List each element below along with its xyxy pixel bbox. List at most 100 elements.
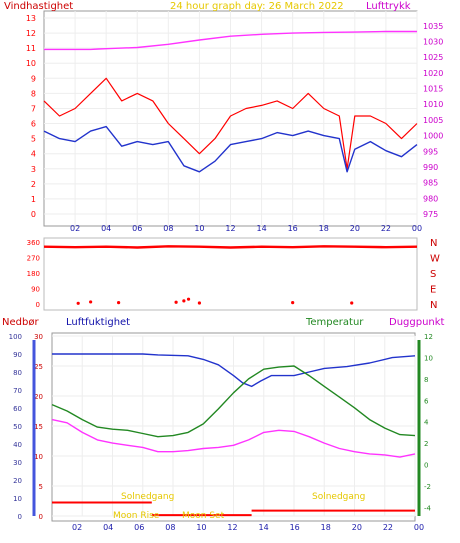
temperature-axis-tick: 8 <box>424 376 428 384</box>
chart-title: 24 hour graph day: 26 March 2022 <box>170 1 344 12</box>
humidity-line <box>52 353 416 388</box>
pressure-axis-tick: 1005 <box>423 116 443 125</box>
wind-axis-tick: 0 <box>31 210 36 219</box>
top-grid <box>44 11 418 226</box>
direction-plot-frame <box>43 237 418 311</box>
hour-tick-bottom: 14 <box>258 523 268 532</box>
hour-tick-top: 10 <box>194 224 204 233</box>
wind-axis-tick: 12 <box>26 29 36 38</box>
bottom-grid <box>52 335 416 517</box>
wind-axis-tick: 13 <box>26 14 36 23</box>
hour-tick-bottom: 16 <box>290 523 300 532</box>
pressure-axis-tick: 975 <box>423 210 438 219</box>
pressure-axis-tick: 1035 <box>423 22 443 31</box>
pressure-axis-tick: 1025 <box>423 53 443 62</box>
temperature-label: Temperatur <box>305 317 364 328</box>
humidity-axis-tick: 25 <box>34 363 43 371</box>
temperature-axis-tick: -4 <box>424 504 432 512</box>
wind-axis-tick: 10 <box>26 59 36 68</box>
pressure-label: Lufttrykk <box>366 1 411 12</box>
temperature-line <box>51 365 416 438</box>
precip-axis-tick: 60 <box>13 405 22 413</box>
wind-direction-point <box>350 301 354 305</box>
wind-direction-point <box>186 297 191 301</box>
sunset-annotation-1: Solnedgang <box>121 492 174 502</box>
wind-axis-tick: 2 <box>31 180 36 189</box>
wind-direction-point <box>291 301 295 305</box>
precip-axis-tick: 30 <box>13 459 22 467</box>
wind-direction-point <box>117 301 121 305</box>
direction-axis-tick: 0 <box>36 301 40 309</box>
hour-tick-bottom: 00 <box>414 523 424 532</box>
humidity-axis-tick: 5 <box>39 483 43 491</box>
dewpoint-label: Duggpunkt <box>389 317 445 328</box>
wind-axis-tick: 3 <box>31 165 36 174</box>
wind-direction-point <box>76 301 80 305</box>
hour-tick-top: 06 <box>132 224 142 233</box>
wind-axis-tick: 11 <box>26 44 36 53</box>
temperature-axis-tick: -2 <box>424 483 431 491</box>
hour-tick-top: 20 <box>350 224 360 233</box>
wind-gust-line <box>43 77 418 170</box>
wind-direction-point <box>174 300 178 304</box>
pressure-axis-tick: 985 <box>423 179 438 188</box>
sunset-annotation-2: Solnedgang <box>312 492 365 502</box>
precip-axis-tick: 80 <box>13 369 22 377</box>
pressure-axis-tick: 1000 <box>423 132 443 141</box>
hour-tick-bottom: 20 <box>352 523 362 532</box>
compass-label: S <box>430 269 436 280</box>
pressure-line <box>44 30 417 51</box>
temperature-axis-tick: 2 <box>424 440 428 448</box>
precip-axis-tick: 10 <box>13 495 22 503</box>
wind-direction-point <box>89 300 93 304</box>
precip-axis-tick: 100 <box>9 333 22 341</box>
pressure-axis-tick: 990 <box>423 163 438 172</box>
hour-tick-top: 16 <box>288 224 298 233</box>
wind-axis-tick: 6 <box>31 120 36 129</box>
humidity-axis-tick: 20 <box>34 393 43 401</box>
hour-tick-top: 08 <box>163 224 173 233</box>
humidity-label: Luftfuktighet <box>66 317 130 328</box>
wind-direction-point <box>197 301 202 305</box>
hour-tick-bottom: 10 <box>196 523 206 532</box>
hour-tick-top: 04 <box>101 224 111 233</box>
wind-axis-tick: 9 <box>31 74 36 83</box>
precip-axis-tick: 40 <box>13 441 22 449</box>
temperature-axis-tick: 4 <box>424 419 429 427</box>
wind-direction-point <box>182 299 186 303</box>
series-lines <box>43 30 418 517</box>
temperature-axis-tick: 6 <box>424 397 429 405</box>
precip-axis-tick: 70 <box>13 387 22 395</box>
wind-axis-tick: 5 <box>31 135 36 144</box>
precip-axis-tick: 0 <box>18 513 22 521</box>
wind-axis-tick: 7 <box>31 104 36 113</box>
hour-tick-bottom: 08 <box>165 523 175 532</box>
temperature-axis-tick: 10 <box>424 354 433 362</box>
humidity-axis-tick: 15 <box>34 423 43 431</box>
wind-axis-tick: 4 <box>31 150 36 159</box>
temperature-axis-tick: 12 <box>424 333 433 341</box>
direction-axis-tick: 360 <box>27 239 40 247</box>
moon-set-annotation: Moon Set <box>182 511 225 521</box>
wind-direction-line <box>43 245 418 249</box>
pressure-axis-tick: 1020 <box>423 69 443 78</box>
humidity-axis-tick: 10 <box>34 453 43 461</box>
direction-axis-tick: 270 <box>27 255 40 263</box>
compass-label: N <box>430 300 437 311</box>
wind-average-line <box>43 125 418 173</box>
axes-labels: 0123456789101112139759809859909951000100… <box>9 14 444 532</box>
hour-tick-top: 22 <box>381 224 391 233</box>
precip-axis-tick: 50 <box>13 423 22 431</box>
pressure-axis-tick: 1015 <box>423 85 443 94</box>
hour-tick-top: 18 <box>319 224 329 233</box>
hour-tick-bottom: 22 <box>383 523 393 532</box>
moon-rise-annotation: Moon Rise <box>113 511 160 521</box>
hour-tick-bottom: 04 <box>103 523 113 532</box>
pressure-axis-tick: 1010 <box>423 100 443 109</box>
pressure-axis-tick: 995 <box>423 147 438 156</box>
precip-axis-tick: 90 <box>13 351 22 359</box>
direction-axis-tick: 180 <box>27 270 40 278</box>
wind-axis-tick: 8 <box>31 89 36 98</box>
pressure-axis-tick: 1030 <box>423 38 443 47</box>
wind-speed-label: Vindhastighet <box>4 1 73 12</box>
